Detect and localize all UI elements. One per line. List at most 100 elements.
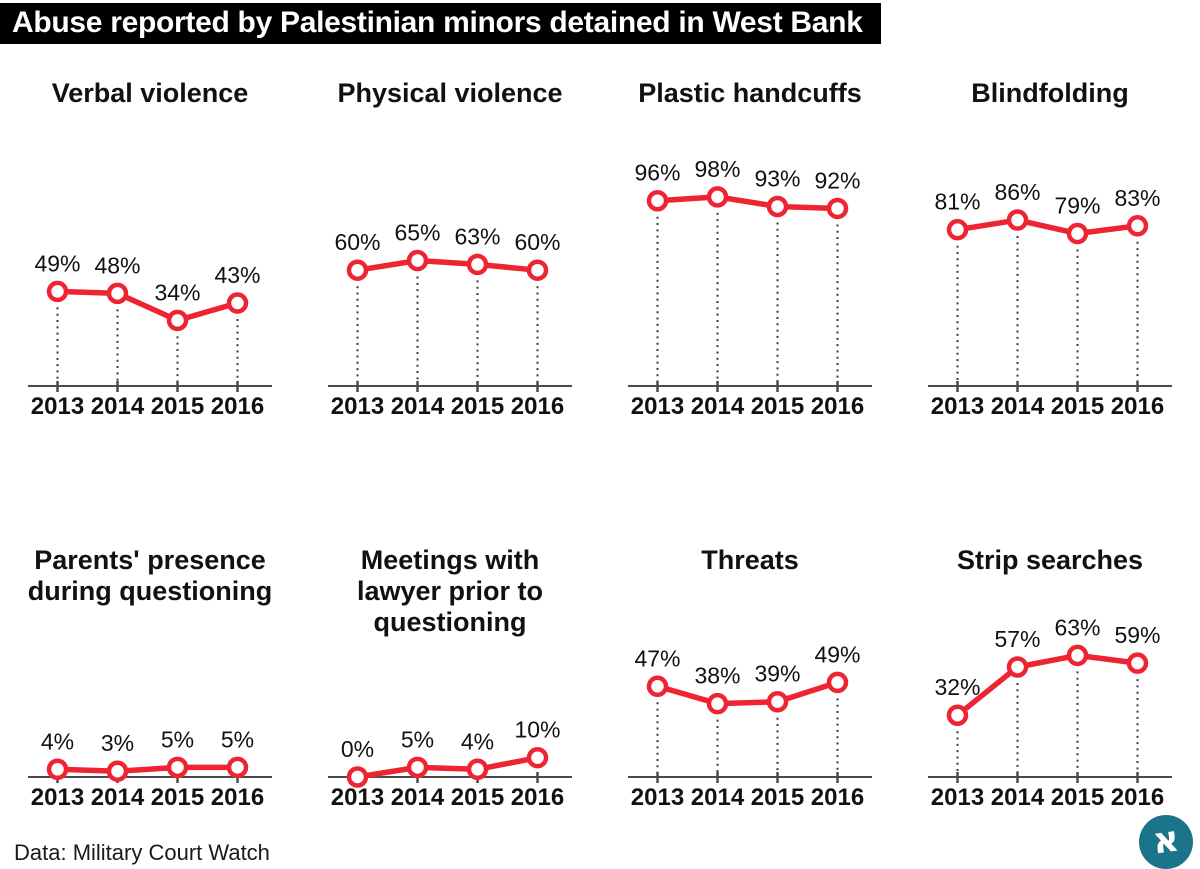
year-label: 2013 bbox=[931, 784, 984, 811]
year-label: 2013 bbox=[631, 784, 684, 811]
value-label: 5% bbox=[161, 726, 194, 752]
haaretz-logo: א bbox=[1139, 815, 1193, 869]
charts-grid: Verbal violence 49% 48% 34% 43% 2013 2014 2015… bbox=[0, 78, 1200, 817]
value-label: 63% bbox=[454, 223, 500, 249]
value-label: 59% bbox=[1114, 622, 1160, 648]
year-label: 2015 bbox=[451, 784, 504, 811]
year-label: 2013 bbox=[331, 393, 384, 420]
year-label: 2015 bbox=[151, 784, 204, 811]
year-label: 2014 bbox=[91, 393, 145, 420]
year-label: 2013 bbox=[631, 393, 684, 420]
data-point-marker bbox=[166, 756, 189, 779]
chart-panel-plastic-handcuffs: Plastic handcuffs 96% 98% 93% 92% 2013 2014 20… bbox=[600, 78, 900, 426]
data-point-marker bbox=[946, 704, 969, 726]
year-label: 2014 bbox=[391, 393, 445, 420]
value-label: 47% bbox=[634, 645, 680, 671]
year-label: 2016 bbox=[1111, 393, 1164, 420]
chart-panel-parents-presence: Parents' presence during questioning 4% 3… bbox=[0, 545, 300, 817]
year-label: 2016 bbox=[811, 393, 864, 420]
page-title: Abuse reported by Palestinian minors det… bbox=[0, 3, 881, 44]
year-label: 2016 bbox=[511, 784, 564, 811]
data-point-marker bbox=[346, 259, 369, 281]
year-label: 2014 bbox=[991, 393, 1045, 420]
year-label: 2015 bbox=[751, 784, 804, 811]
data-point-marker bbox=[406, 756, 429, 779]
data-point-marker bbox=[826, 197, 849, 220]
year-label: 2016 bbox=[811, 784, 864, 811]
chart-title: Meetings with lawyer prior to questionin… bbox=[356, 545, 544, 637]
chart-title: Verbal violence bbox=[51, 78, 249, 108]
data-point-marker bbox=[766, 195, 789, 218]
data-point-marker bbox=[706, 692, 729, 715]
data-source: Data: Military Court Watch bbox=[14, 840, 270, 865]
data-line bbox=[957, 217, 1138, 237]
data-point-marker bbox=[406, 249, 429, 272]
value-label: 10% bbox=[514, 717, 560, 743]
data-point-marker bbox=[1126, 652, 1149, 674]
value-label: 3% bbox=[101, 730, 134, 756]
year-label: 2014 bbox=[391, 784, 445, 811]
chart-title: Parents' presence during questioning bbox=[27, 545, 273, 606]
value-label: 98% bbox=[694, 156, 740, 182]
data-point-marker bbox=[826, 671, 849, 694]
chart-title: Physical violence bbox=[337, 78, 563, 108]
value-label: 63% bbox=[1054, 614, 1100, 640]
data-point-marker bbox=[466, 253, 489, 276]
data-point-marker bbox=[106, 282, 129, 305]
value-label: 49% bbox=[34, 250, 80, 276]
year-label: 2013 bbox=[31, 784, 84, 811]
value-label: 79% bbox=[1054, 193, 1100, 219]
chart-panel-verbal-violence: Verbal violence 49% 48% 34% 43% 2013 2014 2015… bbox=[0, 78, 300, 426]
chart-title: Blindfolding bbox=[971, 78, 1129, 108]
data-point-marker bbox=[1066, 222, 1089, 245]
year-label: 2016 bbox=[211, 393, 264, 420]
header: Abuse reported by Palestinian minors det… bbox=[0, 0, 1200, 44]
data-line bbox=[357, 754, 539, 780]
data-point-marker bbox=[526, 259, 549, 281]
year-label: 2013 bbox=[331, 784, 384, 811]
chart-panel-threats: Threats 47% 38% 39% 49% 2013 2014 2015 2016 bbox=[600, 545, 900, 817]
haaretz-logo-glyph: א bbox=[1149, 818, 1182, 863]
value-label: 34% bbox=[154, 279, 200, 305]
data-point-marker bbox=[646, 675, 669, 698]
data-point-marker bbox=[1126, 215, 1149, 237]
data-point-marker bbox=[226, 756, 249, 779]
plastic-handcuffs-chart: 96% 98% 93% 92% 2013 2014 2015 2016 bbox=[628, 156, 872, 420]
value-label: 4% bbox=[41, 728, 74, 754]
threats-chart: 47% 38% 39% 49% 2013 2014 2015 2016 bbox=[628, 641, 872, 811]
year-label: 2014 bbox=[691, 784, 745, 811]
parents-presence-chart: 4% 3% 5% 5% 2013 2014 2015 2016 bbox=[28, 726, 272, 811]
value-label: 86% bbox=[994, 179, 1040, 205]
value-label: 57% bbox=[994, 626, 1040, 652]
year-label: 2015 bbox=[151, 393, 204, 420]
value-label: 92% bbox=[814, 167, 860, 193]
chart-title: Plastic handcuffs bbox=[638, 78, 862, 108]
data-point-marker bbox=[526, 746, 549, 769]
chart-panel-meetings-lawyer: Meetings with lawyer prior to questionin… bbox=[300, 545, 600, 817]
blindfolding-chart: 81% 86% 79% 83% 2013 2014 2015 2016 bbox=[928, 179, 1172, 420]
value-label: 32% bbox=[934, 674, 980, 700]
value-label: 93% bbox=[754, 166, 800, 192]
year-label: 2015 bbox=[1051, 784, 1104, 811]
data-point-marker bbox=[766, 690, 789, 713]
data-point-marker bbox=[946, 218, 969, 241]
year-label: 2016 bbox=[511, 393, 564, 420]
data-point-marker bbox=[46, 280, 69, 303]
data-point-marker bbox=[1006, 209, 1029, 231]
data-point-marker bbox=[1066, 644, 1089, 667]
data-line bbox=[955, 652, 1138, 718]
data-point-marker bbox=[46, 758, 69, 781]
value-label: 96% bbox=[634, 160, 680, 186]
year-label: 2013 bbox=[931, 393, 984, 420]
year-label: 2014 bbox=[91, 784, 145, 811]
data-point-marker bbox=[706, 186, 729, 208]
value-label: 60% bbox=[334, 229, 380, 255]
year-label: 2015 bbox=[751, 393, 804, 420]
year-label: 2016 bbox=[211, 784, 264, 811]
value-label: 48% bbox=[94, 252, 140, 278]
value-label: 5% bbox=[221, 726, 254, 752]
chart-panel-strip-searches: Strip searches 32% 57% 63% 59% 2013 2014 2015 2… bbox=[900, 545, 1200, 817]
data-point-marker bbox=[106, 760, 129, 782]
data-line bbox=[657, 194, 838, 212]
data-point-marker bbox=[226, 292, 249, 314]
